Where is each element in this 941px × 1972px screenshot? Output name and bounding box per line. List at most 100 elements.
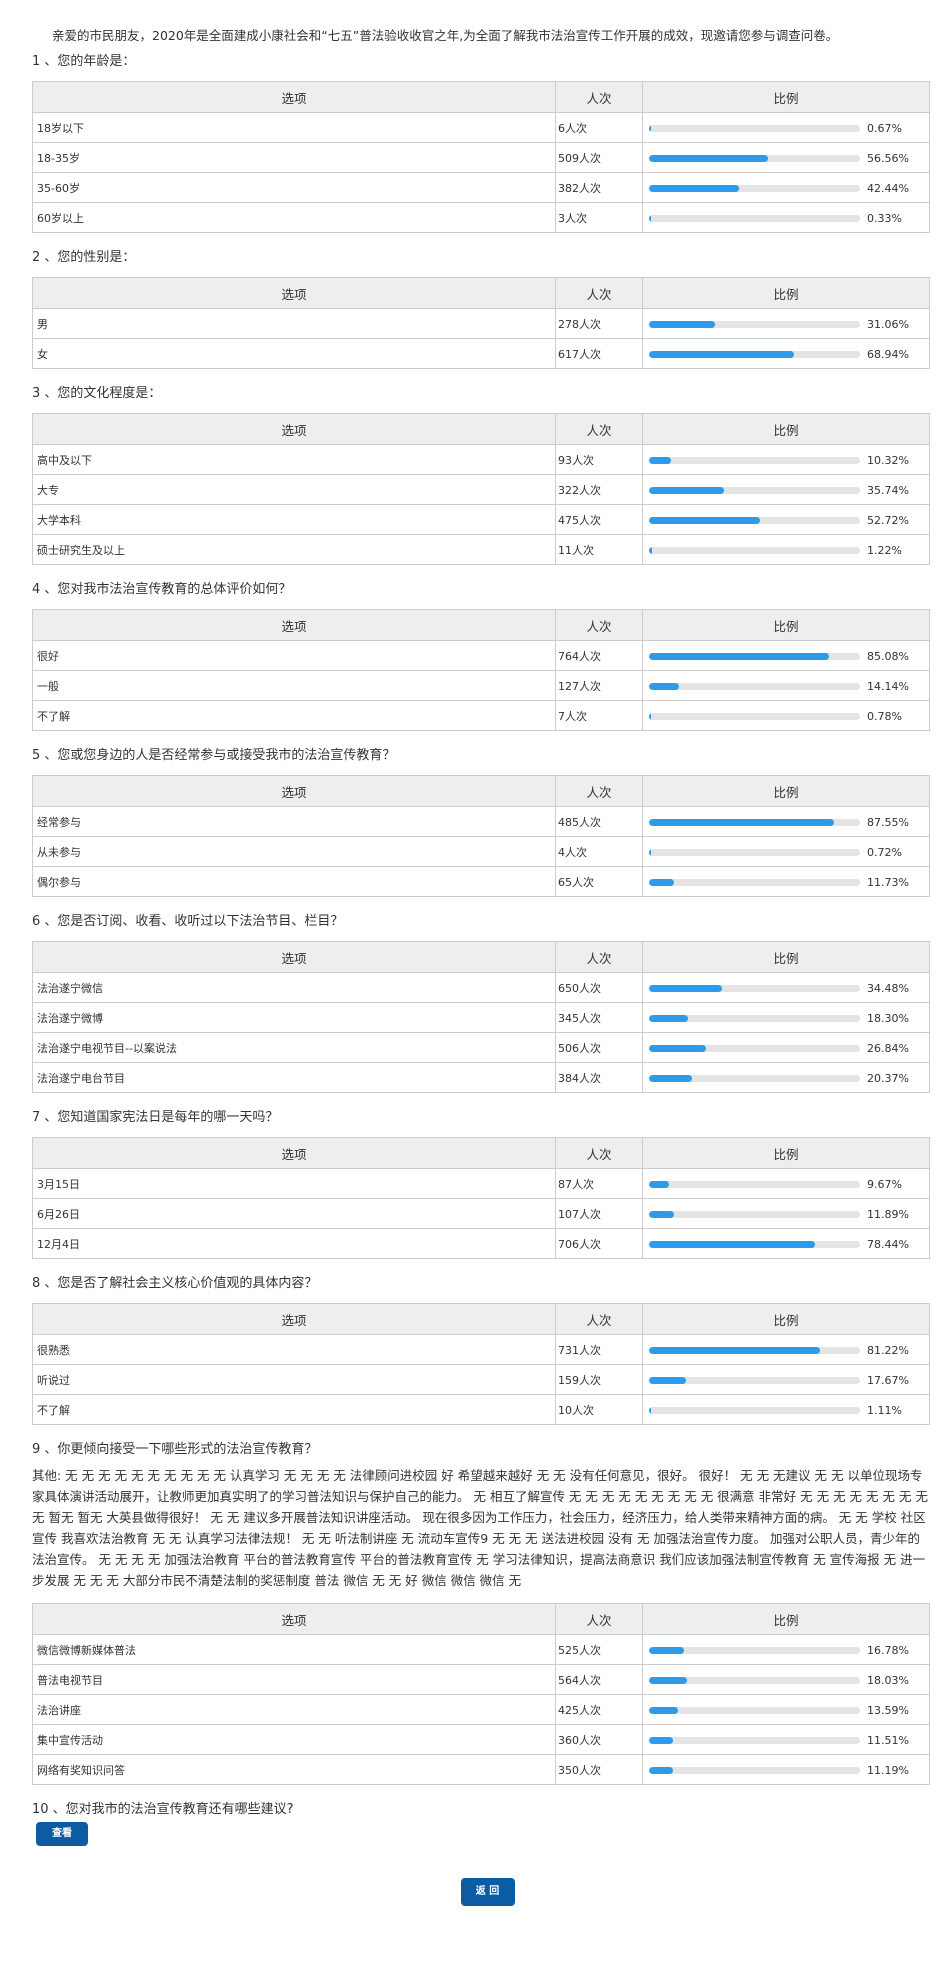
question-block: 2 、您的性别是： 选项 人次 比例男 278人次 31.06% 女 617人次 68.94% (0, 249, 941, 369)
intro-text: 亲爱的市民朋友，2020年是全面建成小康社会和“七五”普法验收收官之年,为全面了… (52, 28, 839, 43)
option-label: 微信微博新媒体普法 (32, 1634, 556, 1665)
option-count: 617人次 (555, 338, 643, 369)
progress-fill (649, 1377, 687, 1384)
table-row: 硕士研究生及以上 11人次 1.22% (32, 534, 930, 565)
ratio-percent: 18.30% (867, 1012, 909, 1025)
table-row: 听说过 159人次 17.67% (32, 1364, 930, 1395)
table-row: 微信微博新媒体普法 525人次 16.78% (32, 1634, 930, 1665)
question-list: 1 、您的年龄是： 选项 人次 比例 18岁以下 6人次 0.67% 18-35岁 509人次 5… (0, 53, 941, 1785)
progress-fill (649, 819, 834, 826)
header-option: 选项 (32, 1137, 556, 1169)
progress-fill (649, 1677, 688, 1684)
ratio-percent: 0.72% (867, 846, 902, 859)
ratio-percent: 1.22% (867, 544, 902, 557)
header-ratio: 比例 (642, 277, 930, 309)
option-ratio: 68.94% (642, 338, 930, 369)
header-count: 人次 (555, 1603, 643, 1635)
progress-track (649, 879, 860, 886)
option-count: 107人次 (555, 1198, 643, 1229)
ratio-percent: 1.11% (867, 1404, 902, 1417)
option-ratio: 20.37% (642, 1062, 930, 1093)
ratio-percent: 52.72% (867, 514, 909, 527)
table-row: 不了解 10人次 1.11% (32, 1394, 930, 1425)
option-ratio: 11.73% (642, 866, 930, 897)
progress-fill (649, 125, 651, 132)
header-ratio: 比例 (642, 1303, 930, 1335)
result-table: 选项 人次 比例 很好 764人次 85.08% 一般 127人次 14.14% 不了解 7人次 0.… (32, 609, 930, 731)
view-suggestions-button[interactable]: 查看 (36, 1822, 88, 1846)
option-ratio: 11.19% (642, 1754, 930, 1785)
header-ratio: 比例 (642, 81, 930, 113)
option-label: 法治遂宁电视节目--以案说法 (32, 1032, 556, 1063)
option-ratio: 34.48% (642, 972, 930, 1003)
option-label: 大学本科 (32, 504, 556, 535)
header-count: 人次 (555, 277, 643, 309)
option-count: 384人次 (555, 1062, 643, 1093)
progress-fill (649, 1211, 675, 1218)
option-ratio: 42.44% (642, 172, 930, 203)
option-ratio: 81.22% (642, 1334, 930, 1365)
question-block: 5 、您或您身边的人是否经常参与或接受我市的法治宣传教育？ 选项 人次 比例 经常参与 4… (0, 747, 941, 897)
question-title: 7 、您知道国家宪法日是每年的哪一天吗？ (32, 1110, 279, 1125)
option-label: 偶尔参与 (32, 866, 556, 897)
option-count: 11人次 (555, 534, 643, 565)
ratio-percent: 56.56% (867, 152, 909, 165)
ratio-percent: 11.73% (867, 876, 909, 889)
table-row: 很熟悉 731人次 81.22% (32, 1334, 930, 1365)
progress-fill (649, 351, 795, 358)
option-ratio: 18.30% (642, 1002, 930, 1033)
ratio-percent: 85.08% (867, 650, 909, 663)
progress-track (649, 653, 860, 660)
ratio-percent: 87.55% (867, 816, 909, 829)
ratio-percent: 14.14% (867, 680, 909, 693)
option-label: 从未参与 (32, 836, 556, 867)
result-table: 选项 人次 比例 很熟悉 731人次 81.22% 听说过 159人次 17.67% 不了解 10人… (32, 1303, 930, 1425)
ratio-percent: 10.32% (867, 454, 909, 467)
option-count: 345人次 (555, 1002, 643, 1033)
option-count: 382人次 (555, 172, 643, 203)
option-label: 听说过 (32, 1364, 556, 1395)
option-ratio: 52.72% (642, 504, 930, 535)
table-row: 男 278人次 31.06% (32, 308, 930, 339)
table-row: 偶尔参与 65人次 11.73% (32, 866, 930, 897)
back-button-wrap: 返 回 (0, 1878, 941, 1906)
option-ratio: 0.72% (642, 836, 930, 867)
option-label: 高中及以下 (32, 444, 556, 475)
result-table: 选项 人次 比例 法治遂宁微信 650人次 34.48% 法治遂宁微博 345人次 18.30%… (32, 941, 930, 1093)
table-row: 60岁以上 3人次 0.33% (32, 202, 930, 233)
header-ratio: 比例 (642, 775, 930, 807)
option-label: 法治讲座 (32, 1694, 556, 1725)
table-row: 3月15日 87人次 9.67% (32, 1168, 930, 1199)
back-button[interactable]: 返 回 (460, 1878, 515, 1906)
option-ratio: 13.59% (642, 1694, 930, 1725)
option-ratio: 10.32% (642, 444, 930, 475)
option-label: 法治遂宁电台节目 (32, 1062, 556, 1093)
header-count: 人次 (555, 413, 643, 445)
ratio-percent: 18.03% (867, 1674, 909, 1687)
progress-track (649, 713, 860, 720)
option-count: 360人次 (555, 1724, 643, 1755)
option-count: 10人次 (555, 1394, 643, 1425)
option-count: 764人次 (555, 640, 643, 671)
option-count: 525人次 (555, 1634, 643, 1665)
table-row: 高中及以下 93人次 10.32% (32, 444, 930, 475)
other-answers-text: 其他: 无 无 无 无 无 无 无 无 无 无 认真学习 无 无 无 无 法律顾… (32, 1468, 928, 1588)
table-row: 18-35岁 509人次 56.56% (32, 142, 930, 173)
option-ratio: 14.14% (642, 670, 930, 701)
ratio-percent: 20.37% (867, 1072, 909, 1085)
table-row: 法治遂宁微信 650人次 34.48% (32, 972, 930, 1003)
header-ratio: 比例 (642, 413, 930, 445)
progress-fill (649, 1347, 821, 1354)
option-label: 网络有奖知识问答 (32, 1754, 556, 1785)
option-label: 大专 (32, 474, 556, 505)
ratio-percent: 11.19% (867, 1764, 909, 1777)
option-ratio: 0.33% (642, 202, 930, 233)
option-label: 普法电视节目 (32, 1664, 556, 1695)
option-ratio: 18.03% (642, 1664, 930, 1695)
table-row: 网络有奖知识问答 350人次 11.19% (32, 1754, 930, 1785)
option-count: 485人次 (555, 806, 643, 837)
progress-track (649, 1677, 860, 1684)
survey-results-page: 亲爱的市民朋友，2020年是全面建成小康社会和“七五”普法验收收官之年,为全面了… (0, 28, 941, 1906)
option-count: 509人次 (555, 142, 643, 173)
progress-track (649, 185, 860, 192)
